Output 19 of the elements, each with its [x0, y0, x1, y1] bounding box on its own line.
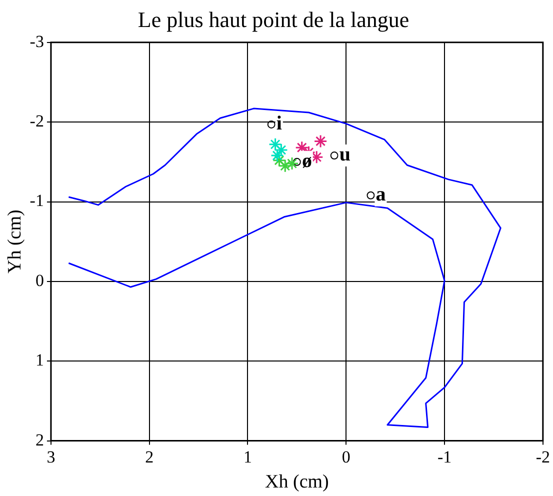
- x-tick-label: -2: [536, 447, 550, 466]
- y-axis-title: Yh (cm): [4, 210, 26, 274]
- x-tick-label: 0: [342, 447, 350, 466]
- y-tick-label: -3: [30, 32, 44, 51]
- chart-title: Le plus haut point de la langue: [138, 6, 410, 32]
- x-tick-label: -1: [437, 447, 452, 466]
- series-label: i: [276, 112, 282, 135]
- y-tick-label: -2: [30, 112, 44, 131]
- x-tick-label: 2: [145, 447, 154, 466]
- x-tick-label: 1: [243, 447, 252, 466]
- x-tick-label: 3: [46, 447, 56, 466]
- y-tick-label: 1: [35, 350, 44, 370]
- series-label: u: [339, 144, 350, 166]
- x-axis-title: Xh (cm): [265, 472, 329, 493]
- y-tick-label: 0: [35, 270, 44, 290]
- y-tick-label: 2: [35, 430, 44, 450]
- series-label: a: [376, 184, 386, 206]
- series-label: ø: [302, 150, 312, 172]
- y-tick-label: -1: [30, 191, 44, 210]
